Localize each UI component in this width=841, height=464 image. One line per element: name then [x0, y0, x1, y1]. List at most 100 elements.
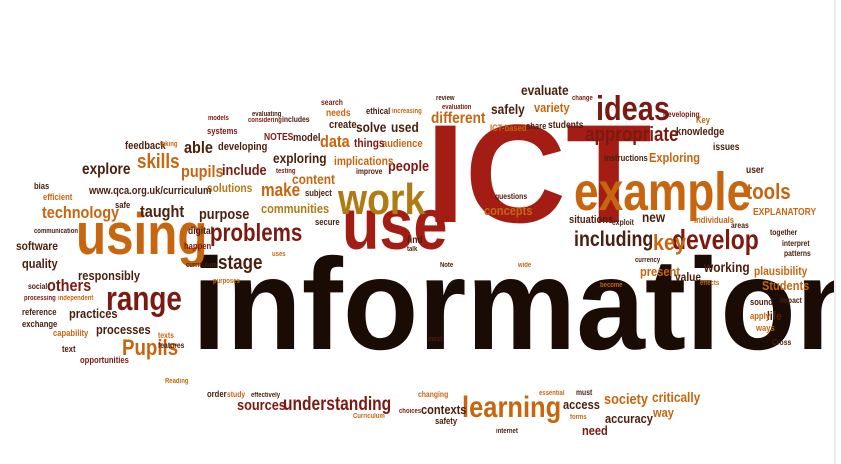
word-cloud-word: concepts	[484, 203, 533, 218]
word-cloud-word: independent	[58, 295, 94, 302]
word-cloud-word: Exploring	[649, 150, 700, 165]
word-cloud-word: study	[227, 390, 246, 399]
word-cloud-word: www.qca.org.uk/curriculum	[89, 185, 212, 197]
word-cloud-word: range	[106, 280, 182, 318]
word-cloud-word: purpose	[199, 206, 250, 223]
word-cloud-word: Developing	[663, 110, 700, 119]
word-cloud-word: change	[572, 95, 593, 102]
word-cloud-word: evaluating	[252, 111, 282, 118]
word-cloud-word: review	[436, 95, 455, 102]
word-cloud-word: data	[320, 132, 350, 151]
word-cloud-word: systems	[207, 126, 238, 136]
word-cloud-word: develop	[672, 224, 759, 255]
word-cloud-word: reference	[22, 307, 57, 317]
word-cloud-word: NOTES	[264, 132, 294, 143]
word-cloud-word: explore	[82, 161, 131, 178]
word-cloud-word: need	[582, 423, 608, 438]
word-cloud-word: processes	[96, 322, 151, 337]
word-cloud-word: ICT	[426, 95, 652, 252]
word-cloud-word: accuracy	[605, 411, 653, 426]
word-cloud-word: Pupils	[122, 335, 179, 360]
word-cloud-word: wide	[518, 262, 532, 269]
word-cloud-word: subject	[305, 188, 332, 198]
right-edge-divider	[834, 0, 836, 464]
word-cloud-word: contexts	[421, 402, 467, 417]
word-cloud-word: sound	[750, 297, 773, 307]
word-cloud-word: efficient	[43, 192, 73, 202]
word-cloud-word: ideas	[596, 90, 670, 128]
word-cloud-word: communication	[34, 228, 78, 235]
word-cloud-word: Cross	[772, 338, 792, 347]
word-cloud-word: implications	[334, 154, 394, 168]
word-cloud-word: digital	[188, 226, 214, 237]
word-cloud-word: work	[338, 175, 426, 224]
word-cloud-word: example	[574, 162, 752, 222]
word-cloud-word: understanding	[283, 394, 392, 415]
word-cloud-word: includes	[282, 115, 310, 124]
word-cloud-word: stage	[218, 252, 263, 274]
word-cloud-word: evaluate	[521, 82, 569, 98]
word-cloud-word: considering	[248, 117, 282, 124]
word-cloud-word: increasing	[392, 108, 422, 115]
word-cloud-word: value	[675, 270, 702, 284]
word-cloud-word: variety	[534, 100, 570, 115]
word-cloud-word: apply	[750, 311, 770, 321]
word-cloud-word: processing	[24, 295, 56, 302]
word-cloud-word: questions	[495, 192, 528, 201]
word-cloud-word: exchange	[22, 319, 58, 329]
word-cloud-word: together	[770, 228, 798, 237]
word-cloud-word: taking	[160, 141, 178, 148]
word-cloud-word: learning	[462, 391, 562, 424]
word-cloud-word: using	[76, 202, 208, 267]
word-cloud-word: issues	[713, 142, 740, 153]
word-cloud-word: Reading	[165, 378, 189, 385]
word-cloud-word: needs	[326, 108, 351, 119]
word-cloud-word: most	[428, 336, 443, 343]
word-cloud-word: developing	[218, 141, 268, 153]
word-cloud-word: features	[158, 341, 185, 350]
word-cloud-word: practices	[69, 306, 118, 321]
word-cloud-word: order	[207, 389, 227, 399]
word-cloud-word: essential	[539, 390, 565, 397]
word-cloud-word: information	[192, 231, 834, 377]
word-cloud-word: areas	[731, 221, 749, 230]
word-cloud-word: things	[354, 136, 385, 150]
word-cloud-word: used	[391, 119, 419, 135]
word-cloud-word: problems	[210, 219, 303, 247]
word-cloud-word: interpret	[782, 239, 810, 248]
word-cloud-word: safely	[491, 101, 525, 117]
word-cloud-word: tools	[746, 179, 791, 204]
word-cloud-word: individuals	[694, 215, 734, 225]
word-cloud-word: changing	[418, 390, 449, 399]
word-cloud-word: knowledge	[676, 126, 725, 138]
word-cloud-word: ethical	[366, 106, 391, 116]
word-cloud-word: feedback	[125, 140, 166, 152]
word-cloud-word: solutions	[207, 181, 253, 195]
word-cloud-word: secure	[315, 217, 340, 227]
word-cloud-word: bias	[34, 181, 50, 191]
word-cloud-word: must	[576, 388, 593, 397]
word-cloud-word: plausibility	[754, 264, 808, 278]
word-cloud-word: talk	[407, 246, 418, 253]
word-cloud-word: society	[604, 391, 648, 408]
word-cloud-word: quality	[22, 256, 58, 271]
word-cloud-word: effectively	[251, 392, 281, 399]
word-cloud-word: others	[47, 276, 92, 295]
word-cloud-word: EXPLANATORY	[753, 207, 817, 218]
word-cloud-word: curriculum	[186, 262, 217, 269]
word-cloud-word: instructions	[604, 153, 648, 163]
word-cloud-word: able	[184, 138, 213, 157]
word-cloud-word: content	[292, 171, 335, 187]
word-cloud-word: include	[222, 162, 267, 179]
word-cloud-word: working	[704, 259, 750, 275]
word-cloud-word: opportunities	[80, 355, 129, 365]
word-cloud-word: Curriculum	[353, 413, 385, 420]
word-cloud-word: purposes	[213, 278, 240, 285]
word-cloud-word: access	[563, 397, 600, 412]
word-cloud-word: choices	[399, 408, 422, 415]
word-cloud-word: critically	[652, 389, 701, 405]
word-cloud-word: software	[16, 239, 58, 253]
word-cloud-word: share	[526, 121, 547, 131]
word-cloud-word: communities	[261, 201, 330, 216]
